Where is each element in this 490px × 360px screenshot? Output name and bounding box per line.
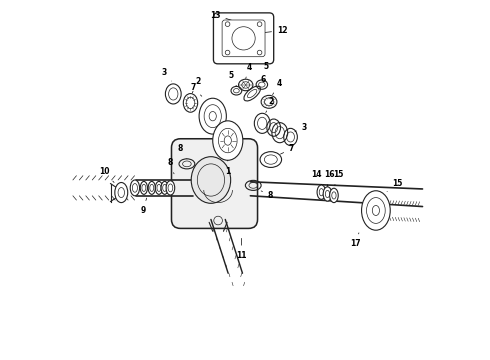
Text: 3: 3 — [162, 68, 172, 81]
Ellipse shape — [155, 181, 163, 194]
Ellipse shape — [166, 181, 175, 195]
Text: 1: 1 — [225, 160, 230, 176]
Text: 17: 17 — [350, 233, 361, 248]
Text: 8: 8 — [167, 158, 174, 174]
Text: 10: 10 — [99, 167, 114, 183]
FancyBboxPatch shape — [222, 20, 265, 57]
Text: 8: 8 — [261, 191, 273, 200]
Text: 15: 15 — [333, 170, 343, 185]
Text: 5: 5 — [228, 71, 236, 86]
FancyBboxPatch shape — [214, 13, 274, 64]
Text: 11: 11 — [236, 238, 246, 260]
Text: 6: 6 — [259, 76, 266, 90]
Ellipse shape — [323, 187, 332, 201]
Ellipse shape — [130, 180, 140, 196]
Text: 15: 15 — [387, 179, 403, 192]
Text: 7: 7 — [280, 144, 294, 154]
Text: 2: 2 — [192, 77, 200, 93]
FancyBboxPatch shape — [172, 139, 258, 228]
Text: 7: 7 — [190, 83, 202, 96]
Ellipse shape — [161, 181, 168, 194]
Ellipse shape — [330, 188, 338, 203]
Ellipse shape — [148, 181, 155, 194]
Ellipse shape — [362, 191, 390, 230]
Text: 2: 2 — [266, 96, 274, 113]
Text: 5: 5 — [263, 62, 269, 77]
Text: 12: 12 — [261, 26, 288, 35]
Ellipse shape — [317, 185, 326, 199]
Text: 16: 16 — [324, 170, 335, 186]
Text: 3: 3 — [295, 123, 307, 132]
Ellipse shape — [115, 183, 128, 203]
Text: 9: 9 — [140, 198, 147, 215]
Text: 4: 4 — [272, 79, 282, 95]
Text: 13: 13 — [210, 10, 233, 21]
Text: 8: 8 — [178, 144, 187, 158]
Text: 4: 4 — [245, 63, 252, 78]
Ellipse shape — [191, 157, 231, 203]
Ellipse shape — [213, 121, 243, 160]
Ellipse shape — [140, 181, 147, 194]
Text: 14: 14 — [311, 170, 321, 185]
